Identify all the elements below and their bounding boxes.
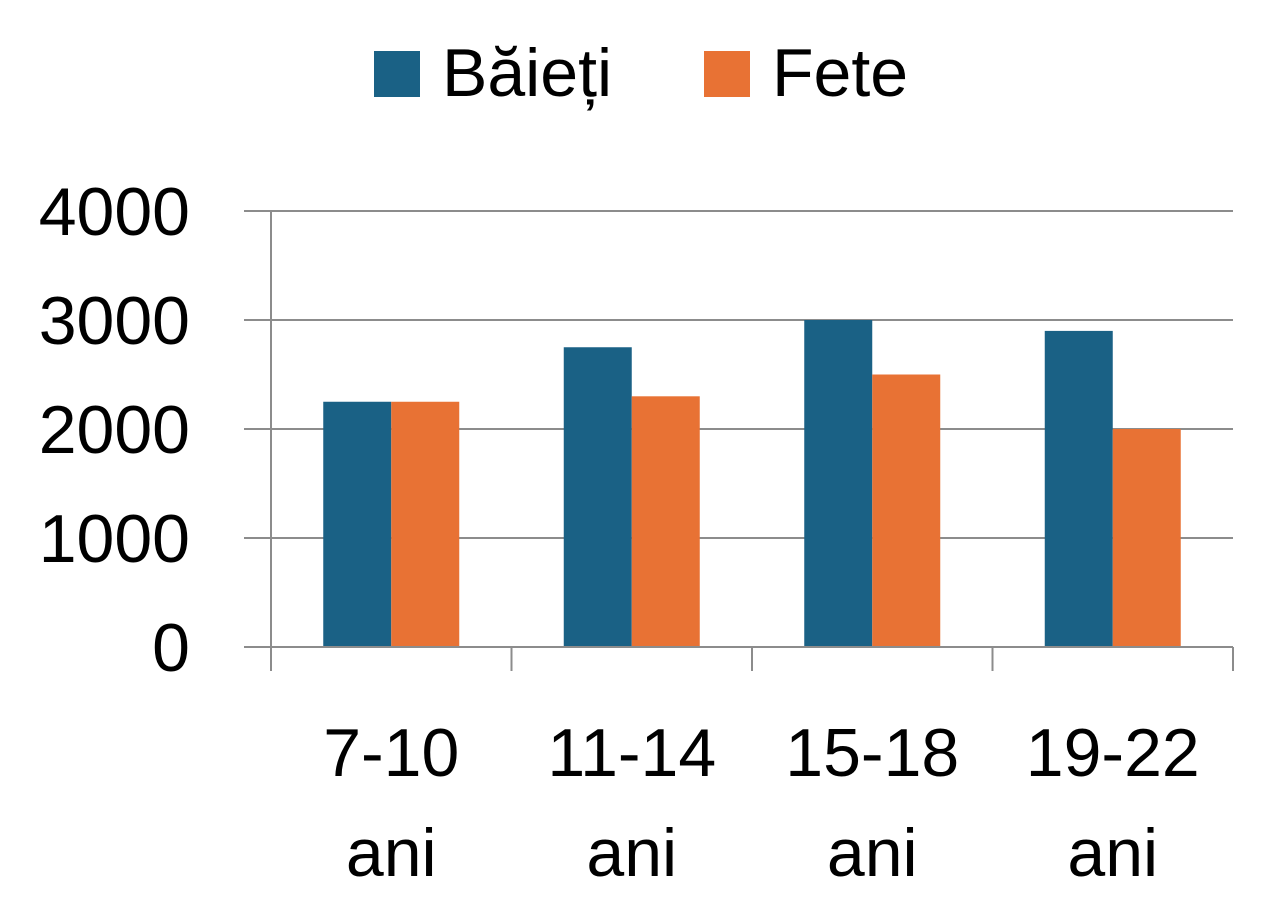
bar-baieti-2 <box>804 320 873 647</box>
x-axis: 7-10 ani 11-14 ani 15-18 ani 19-22 ani <box>244 646 1234 891</box>
x-tick-label: ani <box>346 815 437 891</box>
y-tick-label: 3000 <box>39 283 190 359</box>
bar-fete-3 <box>1112 429 1181 647</box>
x-tick-label: ani <box>1067 815 1158 891</box>
legend-label: Băieți <box>442 35 612 111</box>
x-tick-label: 19-22 <box>1026 715 1200 791</box>
bar-baieti-0 <box>323 401 392 647</box>
x-tick-label: ani <box>586 815 677 891</box>
x-tick-label: ani <box>827 815 918 891</box>
bar-fete-1 <box>631 396 700 647</box>
bars <box>323 320 1181 647</box>
legend-label: Fete <box>772 35 908 111</box>
bar-baieti-1 <box>563 347 632 647</box>
y-tick-label: 4000 <box>39 174 190 250</box>
legend-swatch <box>374 51 420 97</box>
bar-fete-0 <box>391 401 460 647</box>
x-tick-label: 15-18 <box>785 715 959 791</box>
legend: Băieți Fete <box>374 35 908 111</box>
bar-fete-2 <box>872 374 941 647</box>
x-tick-label: 7-10 <box>323 715 459 791</box>
y-axis: 0 1000 2000 3000 4000 <box>39 174 272 686</box>
y-tick-label: 1000 <box>39 501 190 577</box>
y-tick-label: 2000 <box>39 392 190 468</box>
legend-swatch <box>704 51 750 97</box>
y-tick-label: 0 <box>152 610 190 686</box>
bar-baieti-3 <box>1044 330 1113 647</box>
x-tick-label: 11-14 <box>547 715 716 791</box>
